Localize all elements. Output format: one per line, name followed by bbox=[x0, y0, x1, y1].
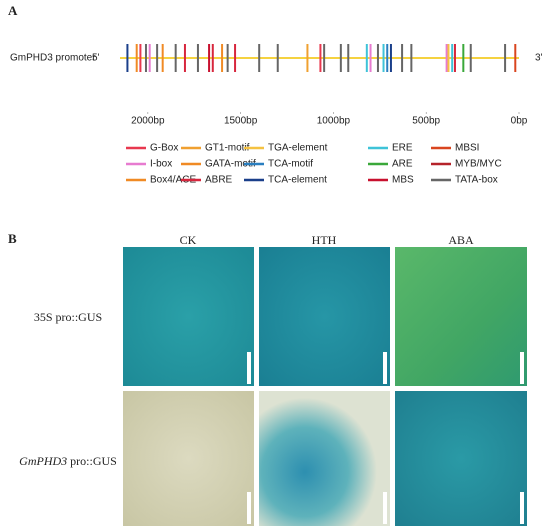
legend-label: GT1-motif bbox=[205, 143, 250, 154]
row-label-part: pro::GUS bbox=[67, 454, 117, 468]
x-tick-label: 500bp bbox=[412, 116, 440, 127]
photo bbox=[259, 391, 390, 526]
photo bbox=[395, 391, 527, 526]
legend-label: MYB/MYC bbox=[455, 159, 502, 170]
panel-label: B bbox=[8, 231, 17, 246]
photo bbox=[123, 391, 254, 526]
legend-label: GATA-motif bbox=[205, 159, 256, 170]
x-tick-label: 1500bp bbox=[224, 116, 258, 127]
scale-bar bbox=[383, 492, 387, 524]
column-header: CK bbox=[180, 233, 197, 247]
x-tick-label: 0bp bbox=[511, 116, 528, 127]
legend-label: G-Box bbox=[150, 143, 178, 154]
legend-label: ARE bbox=[392, 159, 413, 170]
row-label-part: GmPHD3 bbox=[19, 454, 67, 468]
promoter-name: GmPHD3 promoter bbox=[10, 53, 96, 64]
photo bbox=[259, 247, 390, 386]
column-header: ABA bbox=[448, 233, 474, 247]
photo bbox=[123, 247, 254, 386]
three-prime: 3' bbox=[535, 53, 543, 64]
legend-label: ABRE bbox=[205, 175, 233, 186]
photos bbox=[123, 247, 527, 526]
legend-label: TATA-box bbox=[455, 175, 498, 186]
legend-label: ERE bbox=[392, 143, 413, 154]
five-prime: 5' bbox=[92, 53, 100, 64]
row-label: GmPHD3 pro::GUS bbox=[19, 454, 117, 468]
legend-label: TCA-element bbox=[268, 175, 327, 186]
panel-label: A bbox=[8, 3, 18, 18]
column-header: HTH bbox=[312, 233, 337, 247]
row-label-part: 35S pro::GUS bbox=[34, 310, 102, 324]
row-label: 35S pro::GUS bbox=[34, 310, 102, 324]
legend-label: TGA-element bbox=[268, 143, 328, 154]
legend-label: TCA-motif bbox=[268, 159, 313, 170]
scale-bar bbox=[247, 492, 251, 524]
legend-label: MBS bbox=[392, 175, 414, 186]
legend-label: I-box bbox=[150, 159, 172, 170]
legend-label: Box4/ACE bbox=[150, 175, 196, 186]
x-tick-label: 2000bp bbox=[131, 116, 165, 127]
x-tick-label: 1000bp bbox=[317, 116, 351, 127]
scale-bar bbox=[383, 352, 387, 384]
photo bbox=[395, 247, 527, 386]
scale-bar bbox=[247, 352, 251, 384]
scale-bar bbox=[520, 352, 524, 384]
scale-bar bbox=[520, 492, 524, 524]
legend-label: MBSI bbox=[455, 143, 479, 154]
